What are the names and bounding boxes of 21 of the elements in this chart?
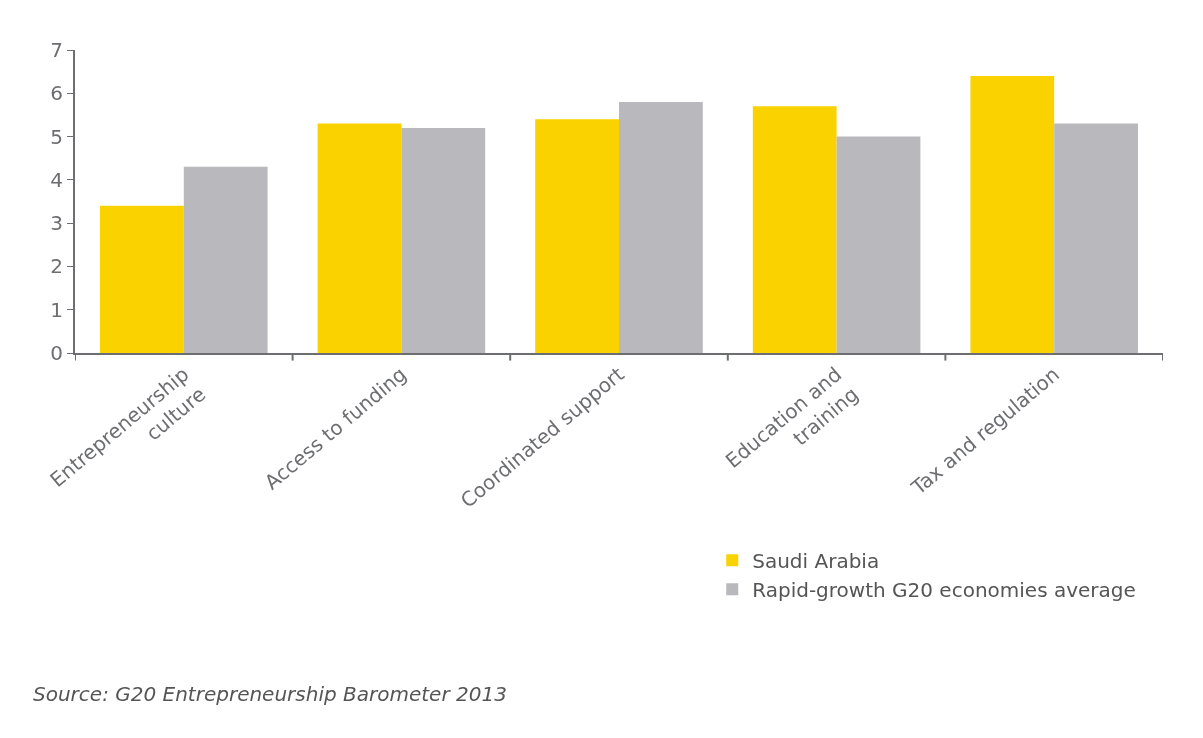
y-tick-label: 5 [50,124,63,149]
y-tick-label: 2 [50,254,63,279]
bar [1054,123,1138,353]
y-tick-label: 1 [50,297,63,322]
y-tick-label: 3 [50,211,63,236]
y-tick-label: 4 [50,167,63,192]
y-tick-label: 7 [50,38,63,62]
y-tick-label: 0 [50,341,63,365]
bar [100,205,184,353]
bar [619,101,703,353]
legend-label: Saudi Arabia [752,549,880,574]
bar [752,106,837,353]
bar [535,119,619,353]
bar [836,136,921,353]
source-note: Source: G20 Entrepreneurship Barometer 2013 [33,682,507,706]
bar [183,166,268,353]
bar [317,123,402,353]
bar [970,75,1055,353]
legend-label: Rapid-growth G20 economies average [752,578,1136,603]
bar [401,127,486,353]
y-tick-label: 6 [50,81,63,106]
